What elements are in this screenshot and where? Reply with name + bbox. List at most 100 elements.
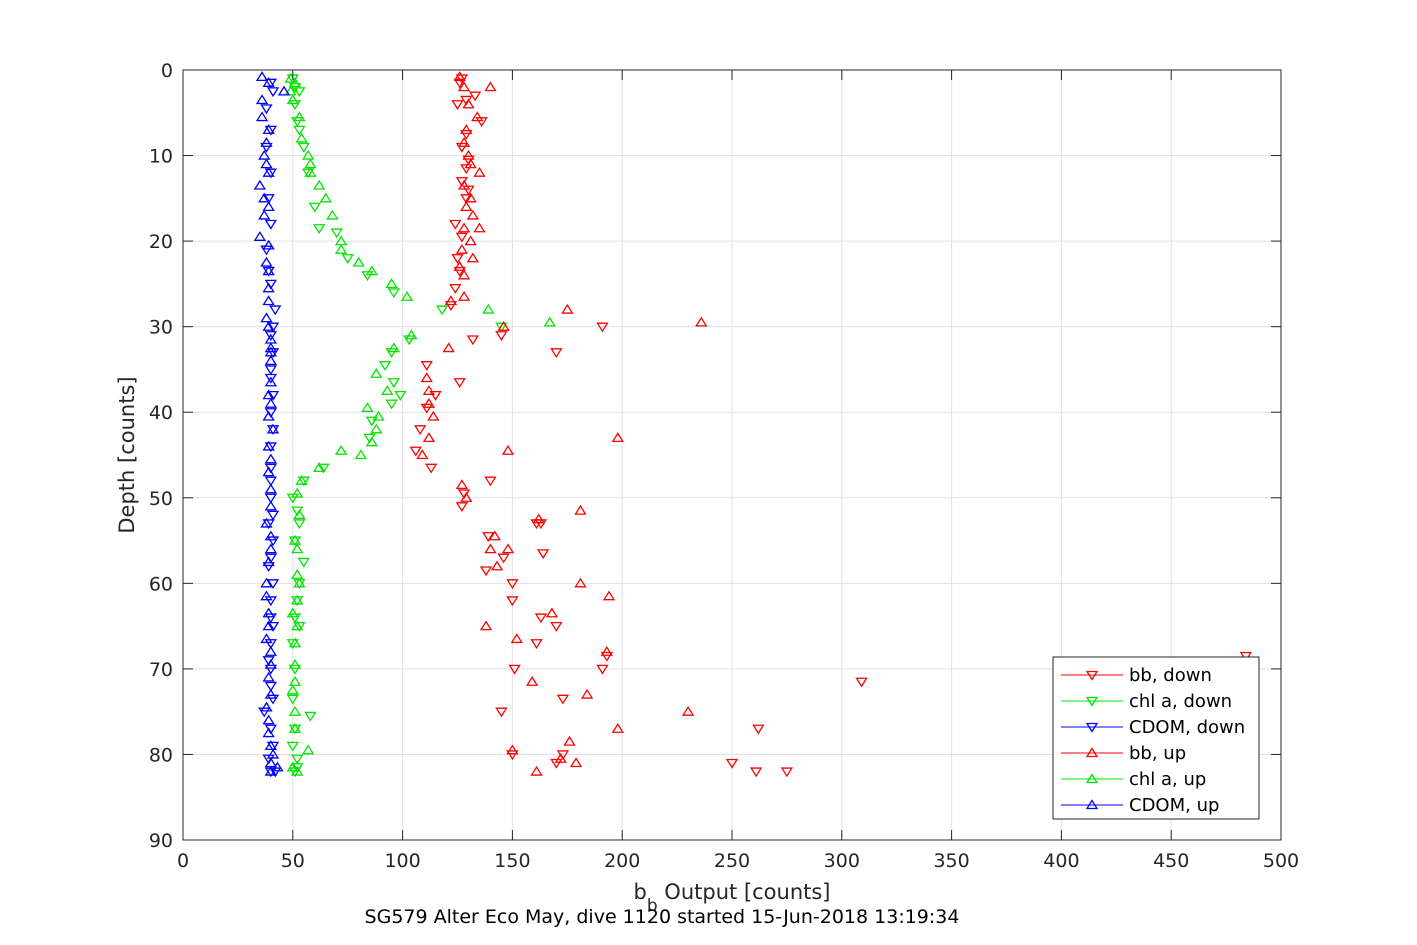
- legend-marker: [1085, 773, 1099, 784]
- data-point: [550, 758, 563, 769]
- data-point: [473, 222, 486, 233]
- data-point: [370, 423, 383, 434]
- data-point: [288, 613, 302, 624]
- data-point: [301, 149, 315, 160]
- data-point: [262, 295, 275, 306]
- data-point: [602, 590, 616, 601]
- data-point: [508, 664, 521, 675]
- data-point: [424, 463, 438, 474]
- data-point: [855, 677, 868, 688]
- data-point: [301, 168, 315, 179]
- data-point: [580, 688, 594, 699]
- data-point: [312, 179, 326, 190]
- data-point: [286, 639, 299, 649]
- data-point: [266, 423, 280, 434]
- data-point: [420, 361, 433, 371]
- data-point: [264, 125, 278, 136]
- data-point: [611, 723, 624, 733]
- data-point: [286, 694, 299, 705]
- data-point: [490, 560, 504, 571]
- data-point: [260, 158, 273, 169]
- data-point: [600, 651, 614, 662]
- data-point: [304, 711, 317, 722]
- data-point: [255, 71, 269, 81]
- data-point: [532, 513, 545, 524]
- data-point: [385, 278, 398, 289]
- x-tick-label: 400: [1043, 850, 1079, 872]
- data-point: [460, 124, 473, 135]
- data-point: [260, 256, 273, 267]
- data-point: [455, 243, 469, 254]
- data-point: [291, 487, 304, 498]
- data-point: [266, 748, 280, 759]
- data-point: [479, 620, 493, 631]
- data-point: [413, 425, 427, 436]
- data-point: [495, 322, 508, 333]
- data-point: [420, 403, 433, 414]
- data-point: [453, 378, 466, 389]
- data-point: [394, 390, 407, 401]
- data-point: [752, 724, 765, 735]
- data-point: [297, 476, 310, 487]
- data-point: [293, 577, 306, 588]
- data-point: [288, 705, 302, 716]
- data-point: [466, 335, 480, 346]
- data-point: [525, 675, 539, 686]
- data-point: [293, 111, 306, 122]
- data-point: [260, 245, 273, 256]
- legend-marker: [1085, 722, 1099, 733]
- data-point: [484, 81, 497, 92]
- data-point: [534, 613, 548, 624]
- data-point: [291, 594, 304, 605]
- data-point: [266, 390, 280, 401]
- data-point: [264, 342, 278, 353]
- data-point: [488, 530, 502, 541]
- y-tick-label: 90: [149, 830, 173, 852]
- data-point: [260, 577, 273, 588]
- data-point: [506, 596, 519, 607]
- data-point: [260, 136, 273, 147]
- data-point: [262, 166, 275, 177]
- data-point: [264, 331, 278, 341]
- y-tick-label: 0: [161, 60, 173, 82]
- x-tick-label: 150: [494, 850, 530, 872]
- data-point: [569, 757, 583, 768]
- data-point: [554, 752, 567, 763]
- series-3: [416, 71, 708, 776]
- data-point: [387, 342, 400, 353]
- data-point: [482, 303, 495, 314]
- series-5: [253, 71, 291, 776]
- data-point: [258, 209, 271, 220]
- data-point: [253, 179, 267, 190]
- data-point: [269, 305, 282, 316]
- data-point: [482, 532, 495, 543]
- data-point: [530, 765, 543, 776]
- data-point: [326, 209, 339, 220]
- legend-marker: [1085, 747, 1099, 758]
- data-point: [312, 462, 326, 472]
- data-point: [365, 416, 379, 427]
- data-point: [260, 142, 273, 153]
- data-point: [262, 282, 275, 293]
- data-point: [258, 192, 271, 203]
- data-point: [262, 320, 275, 331]
- data-point: [506, 744, 519, 755]
- data-point: [286, 607, 299, 618]
- series-1: [286, 74, 508, 778]
- data-point: [266, 322, 280, 333]
- x-axis-title-rest: Output [counts]: [658, 880, 831, 904]
- data-point: [561, 303, 574, 314]
- data-point: [291, 620, 304, 631]
- data-point: [264, 373, 278, 384]
- data-point: [475, 117, 488, 128]
- data-point: [780, 767, 794, 778]
- data-point: [466, 252, 480, 263]
- legend-label: bb, down: [1129, 665, 1212, 686]
- data-point: [510, 633, 523, 644]
- data-point: [264, 168, 278, 179]
- data-point: [457, 290, 471, 301]
- data-point: [264, 500, 278, 511]
- data-point: [506, 750, 519, 761]
- data-point: [501, 543, 515, 554]
- legend-marker: [1085, 696, 1099, 707]
